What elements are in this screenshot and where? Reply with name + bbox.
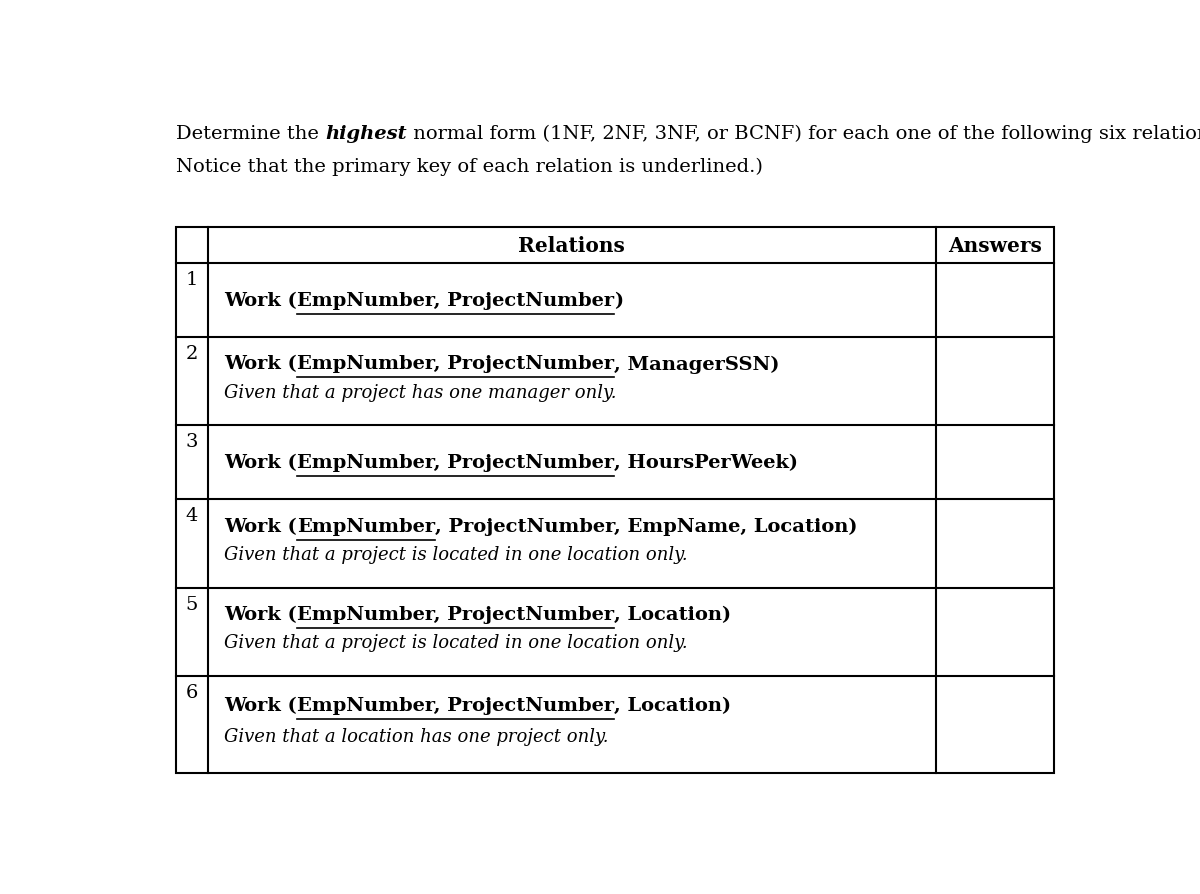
Text: EmpNumber: EmpNumber: [298, 518, 436, 536]
Text: Given that a location has one project only.: Given that a location has one project on…: [224, 728, 608, 746]
Text: 1: 1: [185, 270, 198, 289]
Text: ): ): [614, 291, 624, 309]
Text: EmpNumber, ProjectNumber: EmpNumber, ProjectNumber: [298, 454, 614, 472]
Text: 3: 3: [185, 433, 198, 451]
Text: normal form (1NF, 2NF, 3NF, or BCNF) for each one of the following six relations: normal form (1NF, 2NF, 3NF, or BCNF) for…: [407, 124, 1200, 143]
Text: Given that a project is located in one location only.: Given that a project is located in one l…: [224, 634, 688, 652]
Text: Work (: Work (: [224, 605, 298, 623]
Text: Relations: Relations: [518, 236, 625, 256]
Text: Work (: Work (: [224, 355, 298, 373]
Text: EmpNumber, ProjectNumber: EmpNumber, ProjectNumber: [298, 696, 614, 714]
Text: Notice that the primary key of each relation is underlined.): Notice that the primary key of each rela…: [176, 157, 763, 176]
Text: 6: 6: [185, 683, 198, 701]
Text: 5: 5: [185, 595, 198, 613]
Text: Answers: Answers: [948, 236, 1042, 256]
Text: , HoursPerWeek): , HoursPerWeek): [614, 454, 798, 472]
Text: 4: 4: [185, 507, 198, 525]
Text: Determine the: Determine the: [176, 124, 325, 142]
Text: Given that a project has one manager only.: Given that a project has one manager onl…: [224, 384, 617, 401]
Text: EmpNumber, ProjectNumber: EmpNumber, ProjectNumber: [298, 291, 614, 309]
Text: Given that a project is located in one location only.: Given that a project is located in one l…: [224, 545, 688, 563]
Bar: [176, 228, 1054, 773]
Text: Work (: Work (: [224, 454, 298, 472]
Text: , ProjectNumber, EmpName, Location): , ProjectNumber, EmpName, Location): [436, 518, 858, 536]
Text: Work (: Work (: [224, 518, 298, 536]
Text: 2: 2: [185, 344, 198, 362]
Text: Work (: Work (: [224, 291, 298, 309]
Text: , Location): , Location): [614, 696, 732, 714]
Text: highest: highest: [325, 124, 407, 142]
Text: EmpNumber, ProjectNumber: EmpNumber, ProjectNumber: [298, 355, 614, 373]
Text: , ManagerSSN): , ManagerSSN): [614, 355, 780, 373]
Text: EmpNumber, ProjectNumber: EmpNumber, ProjectNumber: [298, 605, 614, 623]
Text: Work (: Work (: [224, 696, 298, 714]
Text: , Location): , Location): [614, 605, 732, 623]
